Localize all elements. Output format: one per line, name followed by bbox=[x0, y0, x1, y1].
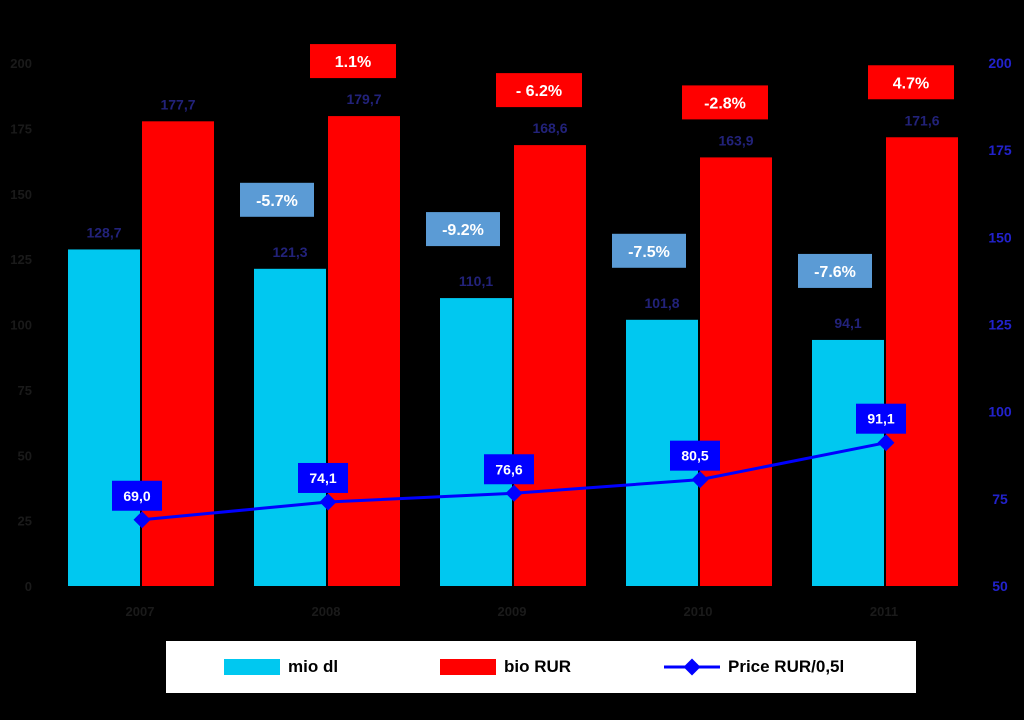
right-axis-tick-label: 100 bbox=[988, 404, 1012, 420]
volume-change-box bbox=[426, 212, 500, 247]
volume-change-label: -7.6% bbox=[814, 264, 856, 281]
price-label-box bbox=[298, 462, 348, 493]
price-label-box bbox=[670, 440, 720, 471]
right-axis-tick-label: 175 bbox=[988, 142, 1012, 158]
price-label-box bbox=[112, 480, 162, 511]
price-label: 76,6 bbox=[495, 461, 522, 477]
value-change-box bbox=[496, 73, 582, 108]
left-axis: 0 25 50 75 100 125 150 175 200 bbox=[10, 56, 32, 594]
bar-value bbox=[886, 137, 958, 587]
category-label: 2010 bbox=[684, 604, 713, 619]
legend-label-volume: mio dl bbox=[288, 657, 339, 676]
value-change-box bbox=[868, 65, 954, 100]
bar-label-value: 163,9 bbox=[718, 132, 753, 148]
right-axis-tick-label: 50 bbox=[992, 578, 1008, 594]
left-axis-tick-label: 25 bbox=[18, 514, 32, 529]
left-axis-tick-label: 200 bbox=[10, 56, 32, 71]
bar-volume bbox=[68, 249, 140, 586]
change-boxes: -5.7% 1.1% -9.2% - 6.2% -7.5% -2.8% -7.6% 4.7% bbox=[240, 44, 954, 288]
volume-change-box bbox=[240, 182, 314, 217]
category-label: 2007 bbox=[126, 604, 155, 619]
left-axis-tick-label: 175 bbox=[10, 121, 32, 136]
price-label: 69,0 bbox=[123, 488, 150, 504]
price-line: 69,0 74,1 76,6 80,5 91,1 bbox=[112, 403, 906, 529]
price-point bbox=[319, 493, 337, 511]
category-label: 2009 bbox=[498, 604, 527, 619]
bar-volume bbox=[812, 339, 884, 586]
value-change-box bbox=[682, 85, 768, 120]
right-axis-tick-label: 150 bbox=[988, 229, 1012, 245]
bar-value bbox=[700, 157, 772, 587]
bar-labels: 128,7 177,7 121,3 179,7 110,1 168,6 101,8 163,9… bbox=[86, 91, 939, 331]
left-axis-tick-label: 75 bbox=[18, 383, 32, 398]
volume-change-box bbox=[798, 253, 872, 288]
price-label-box bbox=[856, 403, 906, 434]
volume-change-label: -7.5% bbox=[628, 244, 670, 261]
bar-label-volume: 121,3 bbox=[272, 244, 307, 260]
price-label-box bbox=[484, 454, 534, 485]
bar-value bbox=[328, 116, 400, 586]
price-label: 74,1 bbox=[309, 470, 336, 486]
value-change-box bbox=[310, 44, 396, 79]
value-change-label: -2.8% bbox=[704, 95, 746, 112]
category-label: 2011 bbox=[870, 604, 898, 619]
legend-item-price: Price RUR/0,5l bbox=[664, 641, 844, 693]
price-point bbox=[877, 434, 895, 452]
legend-swatch-value bbox=[440, 659, 496, 675]
bar-volume bbox=[440, 298, 512, 586]
category-labels: 2007 2008 2009 2010 2011 bbox=[126, 604, 899, 619]
bar-label-volume: 128,7 bbox=[86, 224, 121, 240]
right-axis: 50 75 100 125 150 175 200 bbox=[988, 55, 1012, 594]
category-label: 2008 bbox=[312, 604, 341, 619]
left-axis-tick-label: 150 bbox=[10, 187, 32, 202]
volume-change-box bbox=[612, 233, 686, 268]
bar-label-value: 177,7 bbox=[160, 96, 195, 112]
value-change-label: 4.7% bbox=[893, 75, 929, 92]
bar-label-volume: 94,1 bbox=[834, 315, 861, 331]
chart: 0 25 50 75 100 125 150 175 200 50 75 100 125 150 175 2… bbox=[10, 44, 1012, 619]
bar-label-value: 168,6 bbox=[532, 120, 567, 136]
legend-item-value: bio RUR bbox=[440, 641, 571, 693]
right-axis-tick-label: 75 bbox=[992, 491, 1008, 507]
bar-value bbox=[514, 145, 586, 586]
left-axis-tick-label: 0 bbox=[25, 579, 32, 594]
bar-label-volume: 101,8 bbox=[644, 295, 679, 311]
price-point bbox=[133, 511, 151, 529]
left-axis-tick-label: 50 bbox=[18, 448, 32, 463]
price-label: 80,5 bbox=[681, 448, 708, 464]
legend-swatch-volume bbox=[224, 659, 280, 675]
value-change-label: 1.1% bbox=[335, 54, 371, 71]
value-change-label: - 6.2% bbox=[516, 83, 562, 100]
volume-change-label: -5.7% bbox=[256, 193, 298, 210]
volume-change-label: -9.2% bbox=[442, 222, 484, 239]
left-axis-tick-label: 125 bbox=[10, 252, 32, 267]
legend-item-volume: mio dl bbox=[224, 641, 338, 693]
bar-label-value: 171,6 bbox=[904, 112, 939, 128]
right-axis-tick-label: 125 bbox=[988, 317, 1012, 333]
right-axis-tick-label: 200 bbox=[988, 55, 1012, 71]
left-axis-tick-label: 100 bbox=[10, 318, 32, 333]
legend: mio dl bio RUR Price RUR/0,5l bbox=[166, 641, 916, 693]
bars bbox=[68, 116, 958, 587]
price-label: 91,1 bbox=[867, 411, 894, 427]
legend-label-value: bio RUR bbox=[504, 657, 572, 676]
bar-volume bbox=[254, 268, 326, 586]
bar-label-volume: 110,1 bbox=[459, 273, 493, 289]
legend-swatch-price bbox=[664, 658, 720, 676]
bar-label-value: 179,7 bbox=[346, 91, 381, 107]
price-point bbox=[691, 471, 709, 489]
price-point bbox=[505, 484, 523, 502]
legend-label-price: Price RUR/0,5l bbox=[728, 657, 845, 676]
